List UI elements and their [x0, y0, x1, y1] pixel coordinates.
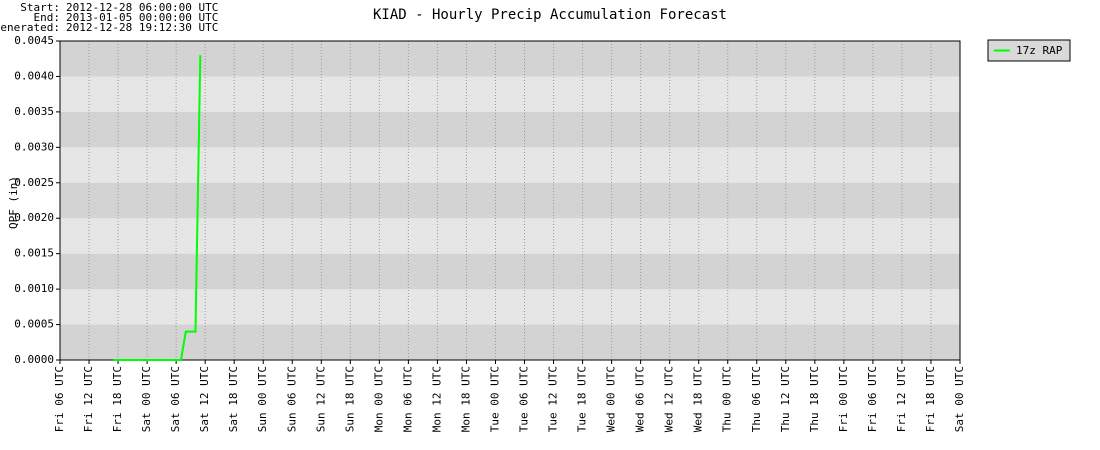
plot-band — [60, 324, 960, 360]
plot-band — [60, 41, 960, 77]
y-tick-label: 0.0000 — [14, 353, 54, 366]
x-tick-label: Thu 00 UTC — [721, 366, 734, 432]
y-axis-title: QPF (in) — [7, 176, 20, 229]
x-tick-label: Mon 12 UTC — [430, 366, 443, 432]
x-tick-label: Sun 00 UTC — [256, 366, 269, 432]
x-tick-label: Tue 18 UTC — [576, 366, 589, 432]
x-tick-label: Thu 18 UTC — [808, 366, 821, 432]
x-tick-label: Fri 06 UTC — [866, 366, 879, 432]
x-tick-label: Thu 06 UTC — [750, 366, 763, 432]
y-tick-label: 0.0030 — [14, 140, 54, 153]
x-tick-label: Fri 12 UTC — [895, 366, 908, 432]
plot-band — [60, 147, 960, 183]
info-label: End: — [34, 11, 61, 24]
legend-label: 17z RAP — [1016, 44, 1063, 57]
x-tick-label: Sun 06 UTC — [285, 366, 298, 432]
x-tick-label: Tue 00 UTC — [488, 366, 501, 432]
x-tick-label: Sat 00 UTC — [953, 366, 966, 432]
info-label: Start: — [20, 1, 60, 14]
x-tick-label: Tue 06 UTC — [518, 366, 531, 432]
chart-title: KIAD - Hourly Precip Accumulation Foreca… — [373, 7, 727, 23]
y-tick-label: 0.0035 — [14, 105, 54, 118]
x-tick-label: Wed 00 UTC — [605, 366, 618, 432]
plot-band — [60, 218, 960, 254]
plot-band — [60, 289, 960, 325]
plot-band — [60, 111, 960, 148]
x-tick-label: Wed 12 UTC — [663, 366, 676, 432]
x-tick-label: Sat 12 UTC — [198, 366, 211, 432]
y-tick-label: 0.0020 — [14, 211, 54, 224]
y-tick-label: 0.0040 — [14, 69, 54, 82]
x-tick-label: Sat 00 UTC — [140, 366, 153, 432]
x-tick-label: Fri 06 UTC — [53, 366, 66, 432]
x-tick-label: Fri 12 UTC — [82, 366, 95, 432]
x-tick-label: Sun 18 UTC — [343, 366, 356, 432]
x-tick-label: Sun 12 UTC — [314, 366, 327, 432]
series-line — [113, 55, 202, 361]
y-tick-label: 0.0010 — [14, 282, 54, 295]
x-tick-label: Fri 18 UTC — [111, 366, 124, 432]
x-tick-label: Mon 06 UTC — [401, 366, 414, 432]
y-tick-label: 0.0015 — [14, 247, 54, 260]
plot-frame — [59, 40, 961, 361]
x-tick-label: Mon 00 UTC — [372, 366, 385, 432]
info-value: 2012-12-28 06:00:00 UTC — [66, 1, 218, 14]
y-tick-label: 0.0005 — [14, 318, 54, 331]
x-tick-label: Sat 06 UTC — [169, 366, 182, 432]
x-tick-label: Wed 06 UTC — [634, 366, 647, 432]
x-tick-label: Wed 18 UTC — [692, 366, 705, 432]
plot-band — [60, 76, 960, 112]
legend-box — [987, 39, 1071, 62]
y-tick-label: 0.0025 — [14, 176, 54, 189]
x-tick-label: Tue 12 UTC — [547, 366, 560, 432]
x-tick-label: Sat 18 UTC — [227, 366, 240, 432]
x-tick-label: Fri 18 UTC — [924, 366, 937, 432]
x-tick-label: Mon 18 UTC — [459, 366, 472, 432]
x-tick-label: Fri 00 UTC — [837, 366, 850, 432]
plot-band — [60, 182, 960, 219]
plot-band — [60, 253, 960, 290]
info-value: 2012-12-28 19:12:30 UTC — [66, 21, 218, 34]
info-value: 2013-01-05 00:00:00 UTC — [66, 11, 218, 24]
y-tick-label: 0.0045 — [14, 34, 54, 47]
x-tick-label: Thu 12 UTC — [779, 366, 792, 432]
info-label: Generated: — [0, 21, 60, 34]
